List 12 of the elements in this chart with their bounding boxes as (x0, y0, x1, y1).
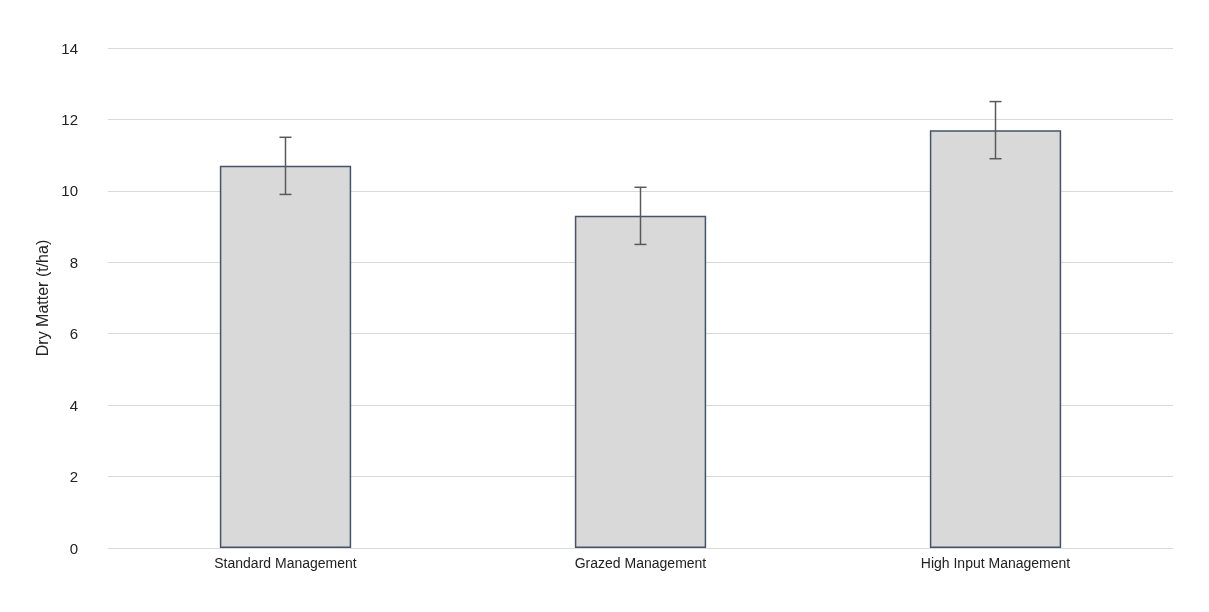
y-tick-label: 0 (69, 539, 78, 557)
x-tick-label: High Input Management (920, 555, 1071, 571)
x-tick-label: Grazed Management (574, 555, 707, 571)
y-tick-label: 12 (61, 110, 78, 128)
y-tick-label: 6 (69, 325, 78, 343)
y-tick-label: 10 (61, 182, 78, 200)
x-tick-label: Standard Management (214, 555, 357, 571)
y-tick-label: 14 (61, 39, 78, 57)
y-tick-label: 2 (69, 468, 78, 486)
y-tick-label: 4 (69, 396, 78, 414)
y-tick-label: 8 (69, 253, 78, 271)
y-axis-title: Dry Matter (t/ha) (33, 239, 51, 357)
